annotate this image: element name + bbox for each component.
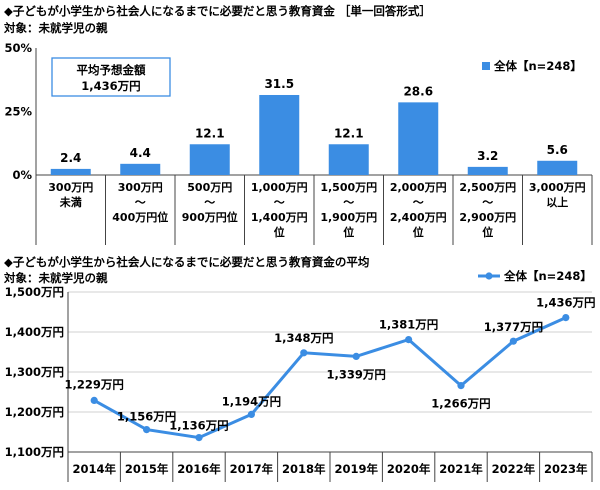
- data-label: 1,377万円: [484, 320, 543, 334]
- data-label: 1,266万円: [431, 397, 490, 411]
- x-tick-label: 400万円位: [112, 210, 168, 224]
- data-label: 1,436万円: [536, 296, 595, 310]
- x-tick-label: ～: [413, 196, 424, 209]
- x-tick-label: 900万円位: [182, 210, 238, 224]
- bar-chart-title: ◆子どもが小学生から社会人になるまでに必要だと思う教育資金 ［単一回答形式］: [4, 4, 431, 18]
- x-tick-label: 2020年: [387, 462, 431, 476]
- x-tick-label: ～: [343, 196, 354, 209]
- y-tick-label: 50%: [4, 41, 32, 55]
- bar-value-label: 31.5: [264, 77, 294, 91]
- bar: [398, 102, 439, 175]
- x-tick-label: 2022年: [492, 462, 536, 476]
- x-tick-label: 2,000万円: [390, 181, 447, 194]
- x-tick-label: ～: [482, 196, 493, 209]
- x-tick-label: 2,400万円: [390, 211, 447, 224]
- bar-value-label: 12.1: [195, 126, 225, 140]
- y-tick-label: 1,500万円: [5, 285, 64, 299]
- x-tick-label: 2,500万円: [459, 181, 516, 194]
- x-tick-label: 300万円: [118, 181, 163, 194]
- x-tick-label: 2015年: [125, 462, 169, 476]
- data-point: [562, 314, 570, 322]
- y-tick-label: 1,100万円: [5, 445, 64, 459]
- x-tick-label: 1,900万円: [320, 211, 377, 224]
- x-tick-label: 以上: [546, 195, 568, 209]
- data-label: 1,156万円: [117, 410, 176, 424]
- data-label: 1,194万円: [222, 394, 281, 408]
- x-tick-label: 2019年: [334, 462, 378, 476]
- data-label: 1,339万円: [327, 367, 386, 381]
- data-label: 1,229万円: [65, 377, 124, 391]
- x-tick-label: 2021年: [439, 462, 483, 476]
- x-tick-label: 1,500万円: [320, 181, 377, 194]
- x-tick-label: 3,000万円: [529, 181, 586, 194]
- average-annotation-value: 1,436万円: [81, 79, 140, 93]
- bar-value-label: 28.6: [403, 84, 433, 98]
- x-tick-label: ～: [274, 196, 285, 209]
- data-label: 1,136万円: [169, 419, 228, 433]
- x-tick-label: ～: [204, 196, 215, 209]
- y-tick-label: 25%: [4, 105, 32, 119]
- data-point: [457, 382, 465, 390]
- data-label: 1,381万円: [379, 318, 438, 332]
- bar-chart: 0%25%50%2.4300万円未満4.4300万円～400万円位12.1500…: [4, 41, 593, 245]
- x-tick-label: 2016年: [177, 462, 221, 476]
- legend-swatch: [482, 62, 490, 70]
- x-tick-label: 位: [413, 225, 424, 239]
- y-tick-label: 0%: [12, 168, 32, 182]
- data-point: [405, 336, 413, 344]
- bar: [328, 144, 369, 175]
- x-tick-label: 300万円: [48, 181, 93, 194]
- x-tick-label: 1,400万円: [251, 211, 308, 224]
- data-point: [247, 410, 255, 418]
- y-tick-label: 1,300万円: [5, 365, 64, 379]
- legend-label: 全体【n=248】: [493, 59, 582, 73]
- data-point: [300, 349, 308, 357]
- x-tick-label: 2017年: [230, 462, 274, 476]
- y-tick-label: 1,400万円: [5, 325, 64, 339]
- bar-value-label: 12.1: [334, 126, 364, 140]
- bar-value-label: 4.4: [130, 146, 151, 160]
- x-tick-label: 位: [482, 225, 493, 239]
- x-tick-label: 未満: [59, 195, 82, 209]
- legend-marker: [485, 272, 493, 280]
- x-tick-label: 500万円: [187, 181, 232, 194]
- data-point: [90, 396, 98, 404]
- x-tick-label: 位: [274, 225, 285, 239]
- bar: [189, 144, 230, 175]
- bar-chart-subtitle: 対象：未就学児の親: [4, 21, 108, 35]
- bar: [537, 160, 578, 175]
- x-tick-label: 2,900万円: [459, 211, 516, 224]
- data-label: 1,348万円: [274, 331, 333, 345]
- data-point: [195, 434, 203, 442]
- legend-label: 全体【n=248】: [503, 269, 592, 283]
- bar: [50, 168, 91, 175]
- data-point: [509, 337, 517, 345]
- series-line: [93, 316, 567, 440]
- average-annotation-label: 平均予想金額: [77, 63, 146, 77]
- line-chart-title: ◆子どもが小学生から社会人になるまでに必要だと思う教育資金の平均: [4, 255, 370, 269]
- y-tick-label: 1,200万円: [5, 405, 64, 419]
- data-point: [143, 426, 151, 434]
- bar-value-label: 5.6: [547, 143, 568, 157]
- x-tick-label: 位: [343, 225, 354, 239]
- bar: [120, 163, 161, 175]
- bar-value-label: 2.4: [60, 151, 81, 165]
- data-point: [352, 352, 360, 360]
- bar: [467, 166, 508, 175]
- x-tick-label: ～: [135, 196, 146, 209]
- x-tick-label: 2023年: [544, 462, 588, 476]
- x-tick-label: 2018年: [282, 462, 326, 476]
- bar: [259, 94, 300, 175]
- line-chart-subtitle: 対象：未就学児の親: [4, 271, 108, 285]
- x-tick-label: 2014年: [72, 462, 116, 476]
- bar-value-label: 3.2: [477, 149, 498, 163]
- average-annotation-box: [51, 57, 171, 97]
- x-tick-label: 1,000万円: [251, 181, 308, 194]
